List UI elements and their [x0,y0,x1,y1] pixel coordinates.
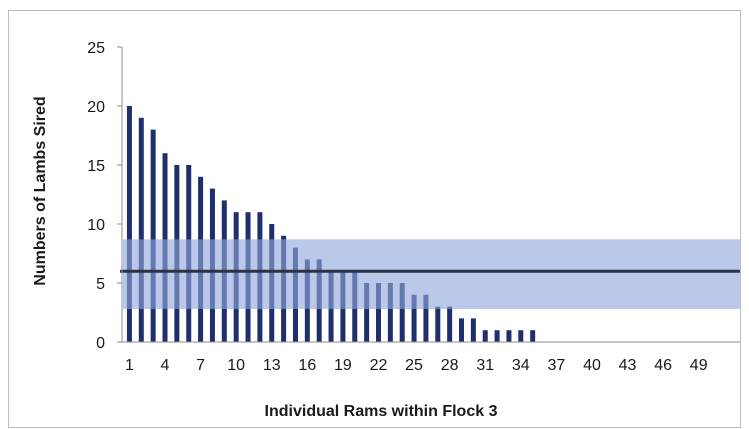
bar-ram-30 [470,318,476,342]
x-tick-label: 1 [125,357,134,374]
x-tick-label: 7 [196,357,205,374]
x-tick-label: 46 [654,357,672,374]
axes-layer [117,46,740,343]
x-tick-label: 19 [334,357,352,374]
bar-ram-28 [447,306,453,342]
y-tick-labels: 0 5 10 15 20 25 [87,40,105,352]
variance-band [123,239,740,309]
x-tick-label: 40 [583,357,601,374]
bar-ram-33 [506,330,512,342]
x-tick-label: 49 [690,357,708,374]
x-tick-label: 10 [227,357,245,374]
bar-ram-25 [411,294,417,342]
bar-chart: 0 5 10 15 20 25 1 4 7 10 13 16 19 22 25 28 31 34 37 40 43 46… [32,40,740,420]
bar-ram-23 [387,283,393,342]
y-tick-label: 20 [87,99,105,116]
bar-ram-26 [423,294,429,342]
bar-ram-32 [494,330,500,342]
x-tick-labels: 1 4 7 10 13 16 19 22 25 28 31 34 37 40 43 46 49 [125,357,708,374]
bar-ram-27 [435,306,441,342]
bar-ram-31 [482,330,488,342]
x-tick-label: 28 [441,357,459,374]
x-tick-label: 22 [370,357,388,374]
x-tick-label: 34 [512,357,530,374]
bar-ram-21 [364,283,370,342]
bar-ram-22 [375,283,381,342]
band-layer [123,239,740,309]
bar-ram-1 [126,106,132,342]
bar-ram-24 [399,283,405,342]
y-tick-label: 5 [96,276,105,293]
x-tick-label: 31 [476,357,494,374]
x-axis-title: Individual Rams within Flock 3 [265,403,498,420]
x-tick-label: 43 [619,357,637,374]
bar-ram-2 [138,117,144,342]
y-tick-label: 25 [87,40,105,57]
y-axis-title: Numbers of Lambs Sired [32,96,49,285]
x-tick-label: 16 [298,357,316,374]
x-tick-label: 37 [547,357,565,374]
y-tick-label: 15 [87,158,105,175]
x-tick-label: 4 [161,357,170,374]
bar-ram-35 [530,330,536,342]
y-tick-label: 10 [87,217,105,234]
y-tick-label: 0 [96,335,105,352]
x-tick-label: 25 [405,357,423,374]
bar-ram-29 [459,318,465,342]
bar-ram-34 [518,330,524,342]
chart-frame: 0 5 10 15 20 25 1 4 7 10 13 16 19 22 25 28 31 34 37 40 43 46… [8,10,741,428]
x-tick-label: 13 [263,357,281,374]
bar-ram-3 [150,129,156,342]
